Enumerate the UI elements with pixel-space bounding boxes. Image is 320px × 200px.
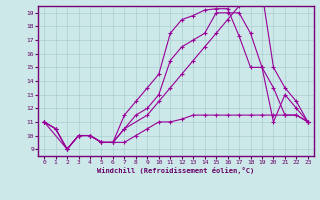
- X-axis label: Windchill (Refroidissement éolien,°C): Windchill (Refroidissement éolien,°C): [97, 167, 255, 174]
